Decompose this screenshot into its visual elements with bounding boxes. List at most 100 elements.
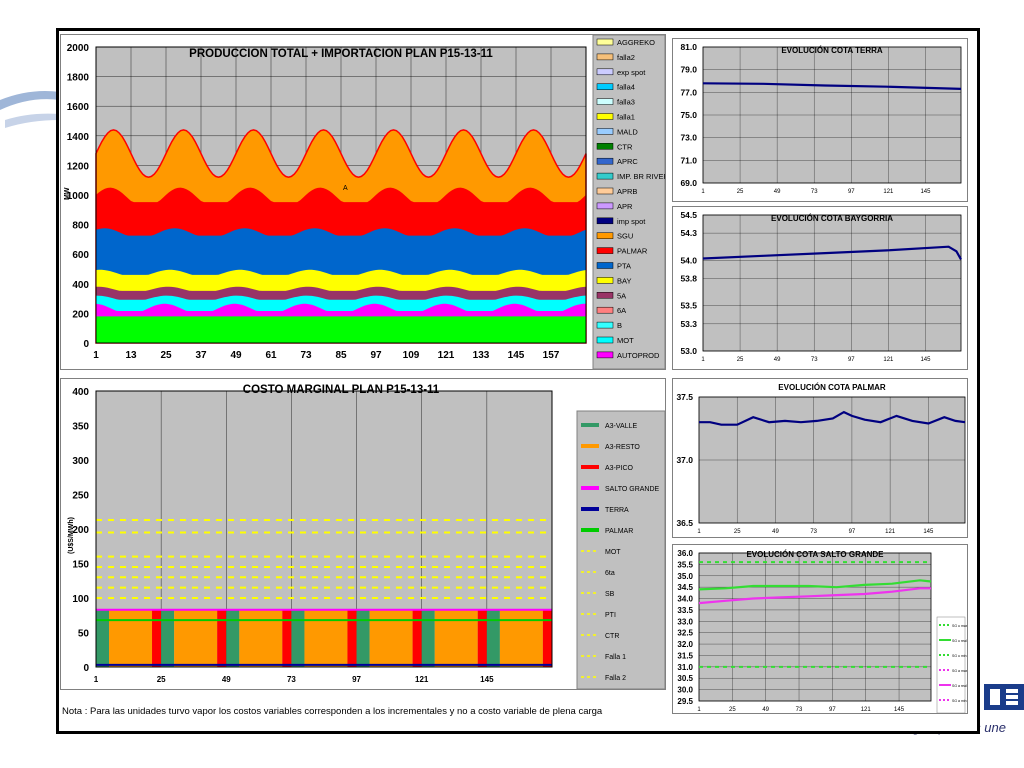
x-tick-label: 73	[796, 707, 803, 713]
y-tick-label: 150	[72, 560, 89, 571]
legend-label: PALMAR	[605, 528, 633, 535]
bar	[369, 609, 413, 667]
x-tick-label: 1	[701, 357, 705, 363]
x-tick-label: 49	[762, 707, 769, 713]
y-tick-label: 100	[72, 594, 89, 605]
y-tick-label: 31.0	[677, 663, 693, 672]
y-tick-label: 0	[83, 339, 89, 350]
x-tick-label: 145	[894, 707, 905, 713]
legend-swatch	[596, 53, 614, 61]
plot-border	[95, 46, 587, 344]
y-tick-label: 53.5	[680, 301, 697, 311]
legend-label: SG a real	[952, 684, 967, 688]
y-tick-label: 32.5	[677, 629, 693, 638]
legend-label: SALTO GRANDE	[605, 486, 660, 493]
legend-label: A3-RESTO	[605, 444, 640, 451]
y-tick-label: 2000	[67, 43, 90, 54]
legend-label: imp spot	[617, 217, 646, 226]
y-tick-label: 36.5	[676, 518, 693, 528]
salto-panel: 29.5 30.0 30.5 31.0 31.5 32.0 32.5 33.0 33.5 34.0…	[672, 544, 968, 714]
palmar-chart: 36.5 37.0 37.5 1 25 49 73 97 121 145 EVOLUCIÓN COT…	[676, 383, 966, 535]
x-tick-label: 37	[195, 350, 207, 361]
x-tick-label: 13	[125, 350, 137, 361]
x-tick-label: 97	[848, 189, 855, 195]
bar	[356, 609, 370, 667]
legend-swatch	[596, 232, 614, 239]
logo-mark	[984, 684, 1024, 710]
legend-label: SG u real	[952, 639, 967, 643]
x-tick-label: 121	[861, 707, 872, 713]
y-tick-label: 30.0	[677, 686, 693, 695]
legend-label: SG u min	[952, 654, 967, 658]
x-tick-label: 121	[883, 357, 894, 363]
chart-title: EVOLUCIÓN COTA SALTO GRANDE	[746, 550, 884, 559]
legend-label: SG a max	[952, 669, 967, 673]
annotation: A	[343, 185, 348, 192]
background-swoosh	[0, 91, 60, 128]
baygorria-panel: 53.0 53.3 53.5 53.8 54.0 54.3 54.5 1 25 49 73 97 121…	[672, 206, 968, 370]
legend-label: IMP. BR RIVERA	[617, 172, 665, 181]
legend-swatch	[596, 306, 614, 314]
legend-label: PALMAR	[617, 247, 648, 256]
y-tick-label: 53.3	[680, 319, 697, 329]
legend-swatch	[596, 83, 614, 90]
y-tick-label: 73.0	[680, 133, 697, 143]
x-tick-label: 25	[157, 675, 166, 684]
x-tick-label: 145	[480, 675, 494, 684]
x-tick-label: 73	[811, 189, 818, 195]
y-tick-label: 81.0	[680, 42, 697, 52]
x-tick-label: 1	[697, 529, 701, 535]
bar	[421, 609, 435, 667]
x-tick-label: 73	[287, 675, 296, 684]
y-tick-label: 400	[72, 387, 89, 398]
y-tick-label: 1000	[67, 191, 90, 202]
legend-label: 6ta	[605, 570, 615, 577]
x-tick-label: 1	[93, 350, 99, 361]
legend-swatch	[596, 38, 614, 46]
y-tick-label: 54.3	[680, 228, 697, 238]
legend-label: PTA	[617, 262, 631, 271]
x-tick-label: 49	[774, 189, 781, 195]
legend-label: BAY	[617, 276, 631, 285]
y-tick-label: 34.5	[677, 583, 693, 592]
x-tick-label: 133	[473, 350, 490, 361]
legend-swatch	[596, 321, 614, 329]
x-tick-label: 97	[848, 357, 855, 363]
y-tick-label: 71.0	[680, 155, 697, 165]
legend-swatch	[596, 277, 614, 284]
bar	[174, 609, 218, 667]
y-axis-label: MW	[64, 187, 71, 200]
y-tick-label: 250	[72, 491, 89, 502]
x-tick-label: 145	[508, 350, 525, 361]
x-tick-label: 97	[352, 675, 361, 684]
y-tick-label: 35.5	[677, 560, 693, 569]
x-tick-label: 145	[920, 189, 931, 195]
y-tick-label: 33.5	[677, 606, 693, 615]
legend-swatch	[596, 98, 614, 105]
legend-label: SG a min	[952, 699, 967, 703]
x-tick-label: 73	[811, 357, 818, 363]
legend-label: 5A	[617, 291, 626, 300]
legend-label: B	[617, 321, 622, 330]
legend-swatch	[596, 351, 614, 359]
legend-swatch	[596, 157, 614, 165]
x-tick-label: 49	[772, 529, 779, 535]
x-tick-label: 157	[543, 350, 560, 361]
x-tick-label: 49	[230, 350, 242, 361]
legend-label: exp spot	[617, 68, 646, 77]
legend-swatch	[596, 187, 614, 195]
salto-chart: 29.5 30.0 30.5 31.0 31.5 32.0 32.5 33.0 33.5 34.0…	[677, 549, 968, 714]
plot-area	[702, 214, 962, 352]
bar	[434, 609, 478, 667]
legend-box	[936, 616, 966, 714]
x-tick-label: 73	[300, 350, 312, 361]
y-tick-label: 600	[72, 250, 89, 261]
x-tick-label: 73	[810, 529, 817, 535]
bar	[347, 609, 357, 667]
bar	[109, 609, 153, 667]
y-tick-label: 400	[72, 280, 89, 291]
y-tick-label: 350	[72, 422, 89, 433]
legend-label: falla4	[617, 83, 635, 92]
legend-label: Falla 2	[605, 675, 626, 682]
x-tick-label: 49	[222, 675, 231, 684]
